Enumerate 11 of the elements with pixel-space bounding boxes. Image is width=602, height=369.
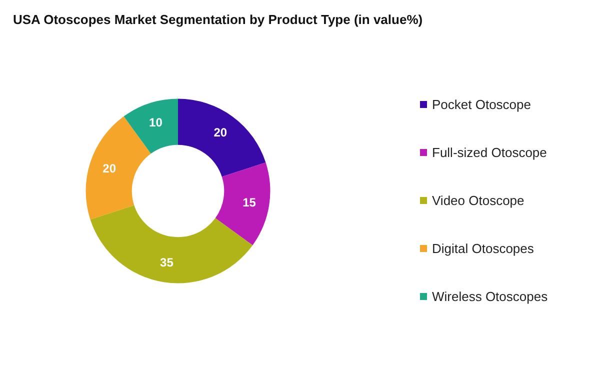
legend-label: Digital Otoscopes	[432, 241, 534, 256]
legend-label: Pocket Otoscope	[432, 97, 531, 112]
data-label: 35	[160, 255, 174, 270]
chart-title: USA Otoscopes Market Segmentation by Product Type (in value%)	[13, 12, 423, 27]
data-label: 10	[149, 115, 163, 130]
legend-label: Video Otoscope	[432, 193, 524, 208]
data-label: 20	[102, 162, 116, 176]
data-label: 15	[242, 195, 256, 210]
data-label: 20	[214, 126, 228, 140]
legend-label: Wireless Otoscopes	[432, 289, 548, 304]
legend-label: Full-sized Otoscope	[432, 145, 547, 160]
